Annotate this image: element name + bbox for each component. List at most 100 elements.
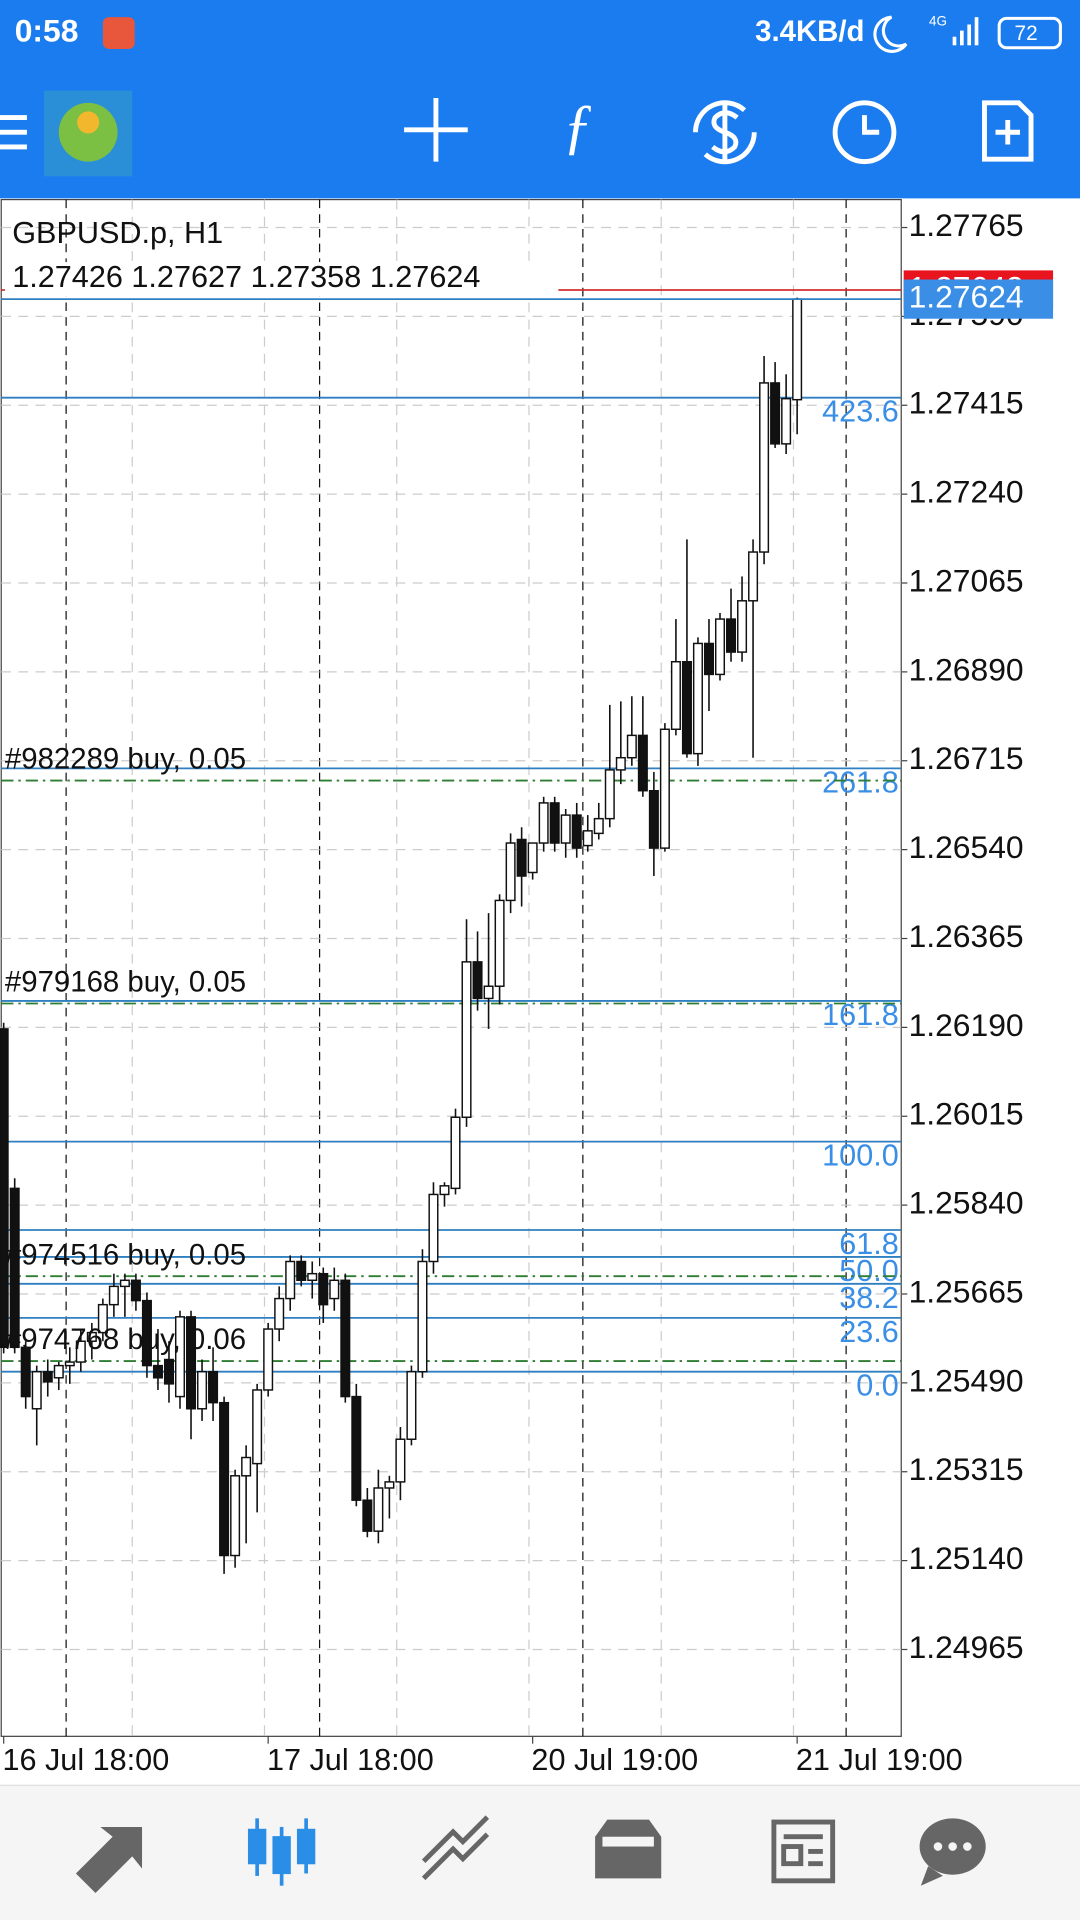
fibo-label: 61.8 — [839, 1227, 899, 1261]
candle-bear — [20, 1346, 31, 1398]
candle-bull — [670, 660, 681, 731]
candle-bull — [373, 1487, 384, 1532]
bid-badge — [903, 279, 1054, 319]
trade-button[interactable] — [693, 100, 757, 165]
candle-bull — [582, 830, 593, 847]
news-tab[interactable] — [771, 1819, 836, 1884]
x-tick-label: 17 Jul 18:00 — [267, 1743, 434, 1777]
candle-bull — [274, 1297, 285, 1330]
chart-area — [0, 198, 902, 1737]
candle-bull — [53, 1364, 64, 1379]
candle-bear — [340, 1279, 351, 1398]
y-tick-label: 1.27065 — [909, 562, 1024, 598]
candle-bull — [659, 728, 670, 849]
candle-bull — [494, 899, 505, 987]
candle-bull — [241, 1456, 252, 1477]
y-tick-label: 1.25840 — [909, 1185, 1024, 1221]
notification-icon — [102, 17, 135, 49]
candle-bear — [296, 1260, 307, 1282]
y-tick-label: 1.25315 — [909, 1451, 1024, 1487]
candle-bear — [351, 1395, 362, 1501]
candle-bear — [516, 838, 527, 877]
order-label: #979168 buy, 0.05 — [5, 966, 246, 999]
battery-level: 72 — [1015, 22, 1038, 45]
candle-bear — [648, 789, 659, 849]
candle-bull — [86, 1331, 97, 1342]
signal-icon — [952, 17, 979, 46]
candle-bull — [64, 1361, 75, 1367]
candle-bear — [681, 660, 692, 755]
net-speed: 3.4KB/d — [755, 15, 864, 48]
chat-tab[interactable] — [919, 1818, 986, 1886]
candle-bull — [461, 961, 472, 1118]
bottom-nav — [0, 1785, 1080, 1920]
candle-bull — [781, 397, 792, 445]
candle-bull — [417, 1260, 428, 1373]
candle-bull — [439, 1185, 450, 1196]
fibo-label: 100.0 — [822, 1139, 899, 1173]
y-tick-label: 1.26190 — [909, 1007, 1024, 1043]
candle-bull — [108, 1285, 119, 1306]
candle-bear — [0, 1028, 9, 1349]
candle-bear — [637, 734, 648, 792]
candle-bear — [549, 802, 560, 844]
y-tick-label: 1.25140 — [909, 1540, 1024, 1576]
candle-bull — [538, 802, 549, 844]
order-label: #982289 buy, 0.05 — [5, 743, 246, 776]
candle-bull — [252, 1389, 263, 1465]
candle-bear — [219, 1401, 230, 1557]
candle-bear — [318, 1272, 329, 1306]
x-tick-label: 20 Jul 19:00 — [531, 1743, 698, 1777]
candle-bull — [792, 298, 803, 401]
candle-bear — [362, 1499, 373, 1532]
bid-label: 1.27624 — [909, 279, 1024, 315]
candle-bull — [714, 618, 726, 676]
ohlc-high: 1.27627 — [131, 260, 242, 294]
timeframe-button[interactable] — [832, 100, 897, 165]
candle-bear — [726, 618, 737, 653]
order-label: #974516 buy, 0.05 — [5, 1238, 246, 1271]
y-tick-label: 1.26540 — [909, 829, 1024, 865]
y-tick-label: 1.27240 — [909, 474, 1024, 510]
candle-bear — [571, 814, 582, 849]
y-tick-label: 1.25490 — [909, 1362, 1024, 1398]
app-header — [0, 0, 1080, 199]
candle-bull — [329, 1279, 340, 1300]
chart-tab[interactable] — [247, 1818, 316, 1886]
ohlc-low: 1.27358 — [251, 260, 362, 294]
chart-title: GBPUSD.p, H1 — [12, 216, 223, 250]
candle-bear — [472, 961, 483, 1000]
candle-bull — [560, 814, 571, 844]
candle-bull — [505, 842, 516, 902]
history-tab[interactable] — [595, 1819, 662, 1879]
y-tick-label: 1.26890 — [909, 651, 1024, 687]
candle-bull — [428, 1193, 439, 1263]
y-tick-label: 1.26365 — [909, 918, 1024, 954]
candle-bear — [208, 1370, 219, 1404]
candle-bull — [307, 1272, 318, 1282]
candle-bull — [263, 1328, 274, 1391]
candle-bear — [770, 382, 781, 445]
candle-bear — [152, 1364, 163, 1379]
menu-button[interactable] — [0, 115, 27, 150]
candle-bear — [163, 1358, 174, 1385]
candle-bull — [692, 642, 703, 755]
candle-bear — [703, 642, 714, 676]
candle-bull — [119, 1279, 130, 1288]
fibo-label: 23.6 — [839, 1315, 899, 1349]
trade-tab[interactable] — [421, 1815, 490, 1881]
crosshair-button[interactable] — [404, 97, 468, 162]
x-tick-label: 21 Jul 19:00 — [796, 1743, 963, 1777]
order-label: #974768 buy, 0.06 — [5, 1323, 246, 1356]
ohlc-readout: 1.27426 1.27627 1.27358 1.27624 — [12, 260, 480, 294]
candle-bull — [527, 842, 538, 874]
indicators-button[interactable]: ƒ — [563, 92, 594, 160]
new-order-button[interactable] — [982, 100, 1034, 162]
candle-bull — [615, 756, 626, 771]
candle-bull — [97, 1303, 108, 1334]
quotes-tab[interactable] — [75, 1826, 143, 1894]
y-tick-label: 1.25665 — [909, 1273, 1024, 1309]
candle-bull — [395, 1438, 406, 1483]
candle-bull — [197, 1370, 208, 1410]
